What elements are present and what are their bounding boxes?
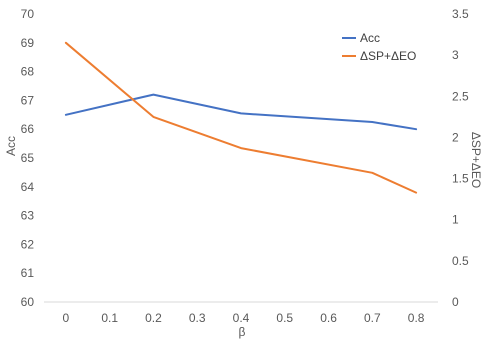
x-tick-label: 0.4 [233, 311, 250, 325]
legend-label-fairness: ΔSP+ΔEO [360, 49, 416, 63]
left-tick-label: 69 [21, 36, 35, 50]
left-y-axis-ticks: 60 61 62 63 64 65 66 67 68 69 70 [21, 7, 35, 309]
right-tick-label: 0.5 [452, 254, 469, 268]
right-tick-label: 2.5 [452, 89, 469, 103]
left-tick-label: 61 [21, 266, 35, 280]
right-y-axis-ticks: 0 0.5 1 1.5 2 2.5 3 3.5 [452, 7, 469, 309]
left-tick-label: 64 [21, 180, 35, 194]
right-tick-label: 3.5 [452, 7, 469, 21]
legend: Acc ΔSP+ΔEO [342, 31, 416, 63]
x-tick-label: 0.6 [320, 311, 337, 325]
left-tick-label: 68 [21, 65, 35, 79]
left-tick-label: 60 [21, 295, 35, 309]
left-tick-label: 66 [21, 122, 35, 136]
legend-label-acc: Acc [360, 31, 380, 45]
series-line-acc [64, 93, 418, 131]
x-tick-label: 0.5 [276, 311, 293, 325]
x-tick-label: 0.2 [145, 311, 162, 325]
right-tick-label: 0 [452, 295, 459, 309]
series-line-fairness [64, 41, 418, 194]
x-tick-label: 0 [63, 311, 70, 325]
x-axis-ticks: 0 0.1 0.2 0.3 0.4 0.5 0.6 0.7 0.8 [63, 311, 425, 325]
left-tick-label: 63 [21, 209, 35, 223]
right-tick-label: 2 [452, 130, 459, 144]
right-tick-label: 1 [452, 213, 459, 227]
left-tick-label: 65 [21, 151, 35, 165]
x-tick-label: 0.7 [364, 311, 381, 325]
left-tick-label: 67 [21, 93, 35, 107]
x-tick-label: 0.1 [101, 311, 118, 325]
x-axis-label: β [239, 325, 246, 339]
series-lines [64, 41, 418, 194]
left-tick-label: 62 [21, 237, 35, 251]
right-axis-label: ΔSP+ΔEO [469, 132, 483, 188]
right-tick-label: 1.5 [452, 172, 469, 186]
left-tick-label: 70 [21, 7, 35, 21]
right-tick-label: 3 [452, 48, 459, 62]
x-tick-label: 0.3 [189, 311, 206, 325]
x-tick-label: 0.8 [408, 311, 425, 325]
left-axis-label: Acc [4, 136, 18, 156]
